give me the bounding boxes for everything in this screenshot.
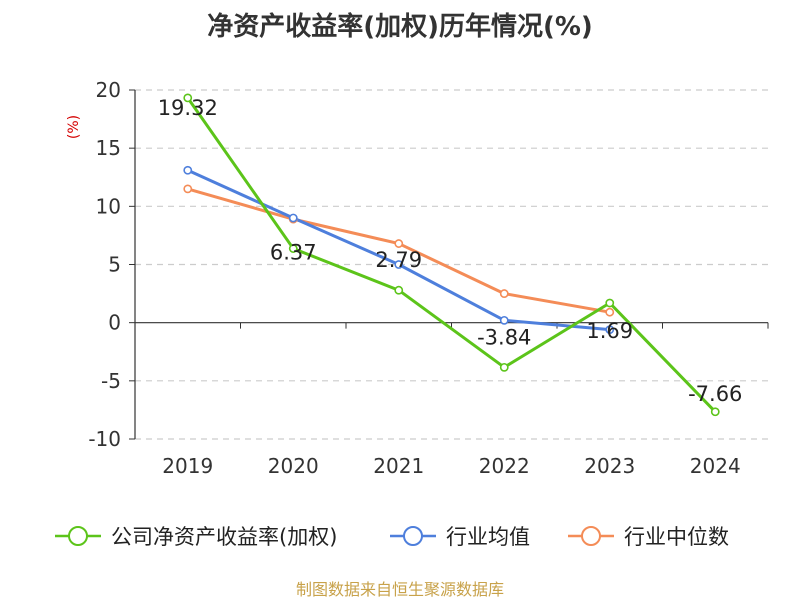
data-label: -3.84: [477, 325, 531, 349]
data-point: [499, 289, 509, 298]
data-label: -7.66: [688, 382, 742, 406]
chart-title: 净资产收益率(加权)历年情况(%): [207, 12, 593, 42]
data-point: [605, 307, 615, 317]
x-tick-label: 2019: [162, 454, 213, 478]
data-point: [394, 285, 404, 295]
data-point: [394, 260, 404, 269]
legend-marker-circle: [68, 526, 88, 546]
y-tick-label: 20: [96, 78, 121, 102]
data-point: [183, 184, 193, 194]
data-label: 19.32: [158, 96, 218, 120]
series-line: [186, 97, 717, 413]
data-point: [605, 325, 615, 335]
y-tick-label: 5: [108, 253, 121, 277]
y-tick-label: 10: [96, 194, 121, 218]
x-tick-label: 2024: [690, 454, 741, 478]
y-tick-label: -10: [88, 427, 121, 451]
gridlines: [135, 89, 768, 440]
legend-label: 行业均值: [446, 525, 530, 549]
legend-label: 公司净资产收益率(加权): [111, 525, 337, 549]
data-labels: 19.32 6.37 2.79 -3.84 1.69 -7.66: [158, 96, 743, 406]
y-tick-label: 0: [108, 311, 121, 335]
axes: [129, 89, 769, 440]
data-point: [288, 244, 298, 253]
data-point: [183, 93, 193, 103]
legend: 公司净资产收益率(加权) 行业均值 行业中位数: [55, 525, 729, 549]
data-point: [183, 165, 193, 175]
data-point: [499, 362, 509, 372]
data-label: 1.69: [586, 319, 633, 343]
data-point: [499, 315, 509, 325]
legend-marker-circle: [403, 526, 423, 546]
series-lines: [186, 97, 717, 413]
x-tick-label: 2022: [479, 454, 530, 478]
x-tick-label: 2021: [373, 454, 424, 478]
data-point: [605, 298, 615, 308]
legend-label: 行业中位数: [624, 525, 729, 549]
y-axis-label: (%): [66, 115, 82, 139]
series-points: [183, 93, 720, 417]
data-point: [288, 213, 298, 223]
data-label: 6.37: [270, 241, 317, 265]
source-note: 制图数据来自恒生聚源数据库: [295, 580, 504, 599]
tick-labels: 20 15 10 5 0 -5 -10 2019 2020 2021 2022 2023 2024: [88, 78, 740, 478]
x-tick-label: 2023: [584, 454, 635, 478]
data-point: [710, 407, 720, 417]
y-tick-label: -5: [101, 369, 121, 393]
data-point: [394, 239, 404, 248]
legend-marker-circle: [581, 526, 601, 546]
data-label: 2.79: [375, 248, 422, 272]
x-tick-label: 2020: [268, 454, 319, 478]
y-tick-label: 15: [96, 136, 121, 160]
